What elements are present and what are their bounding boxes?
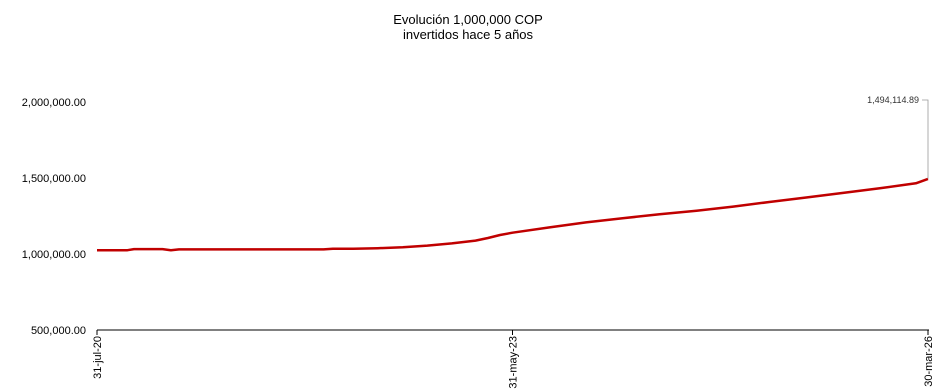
y-tick-label: 500,000.00	[31, 325, 86, 337]
x-tick-label: 30-mar-26	[923, 336, 935, 387]
y-tick-label: 1,500,000.00	[22, 173, 86, 185]
chart-subtitle: invertidos hace 5 años	[402, 27, 534, 42]
x-tick-label: 31-jul-20	[92, 336, 104, 379]
y-tick-label: 1,000,000.00	[22, 249, 86, 261]
chart-title: Evolución 1,000,000 COP	[393, 12, 543, 27]
x-tick-label: 31-may-23	[508, 336, 520, 389]
annotation-label: 1,494,114.89	[867, 95, 919, 105]
annotation-leader-line	[922, 99, 929, 179]
chart-title-block: Evolución 1,000,000 COP invertidos hace …	[0, 12, 936, 42]
y-tick-label: 2,000,000.00	[22, 97, 86, 109]
series-line	[97, 177, 929, 252]
